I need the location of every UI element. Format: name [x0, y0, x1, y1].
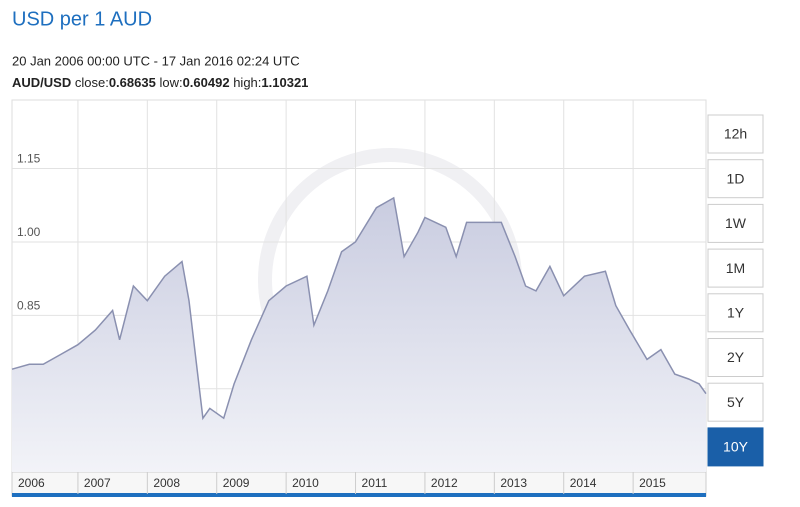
x-tick-label: 2013	[500, 476, 527, 490]
x-tick-label: 2015	[639, 476, 666, 490]
x-tick-label: 2014	[570, 476, 597, 490]
x-axis-bar	[12, 493, 706, 497]
range-button[interactable]: 5Y	[707, 382, 764, 422]
range-button[interactable]: 10Y	[707, 427, 764, 467]
button-bg	[707, 203, 764, 243]
close-label: close:	[75, 75, 109, 90]
x-tick-label: 2011	[362, 476, 388, 490]
x-tick-label: 2008	[153, 476, 180, 490]
button-bg	[707, 427, 764, 467]
range-button[interactable]: 1M	[707, 248, 764, 288]
high-label: high:	[233, 75, 261, 90]
button-bg	[707, 114, 764, 154]
range-button[interactable]: 1D	[707, 159, 764, 199]
x-tick-label: 2012	[431, 476, 458, 490]
low-label: low:	[159, 75, 182, 90]
y-tick-label: 1.15	[17, 152, 41, 166]
area-fill	[12, 197, 706, 472]
subtitle: 20 Jan 2006 00:00 UTC - 17 Jan 2016 02:2…	[12, 53, 300, 68]
pair: AUD/USD	[12, 75, 71, 90]
y-tick-label: 0.85	[17, 299, 41, 313]
button-bg	[707, 293, 764, 333]
button-bg	[707, 248, 764, 288]
x-tick-label: 2007	[84, 476, 111, 490]
stats: AUD/USD close:0.68635 low:0.60492 high:1…	[12, 75, 308, 90]
button-label: 5Y	[727, 394, 745, 410]
x-tick-label: 2009	[223, 476, 250, 490]
button-label: 1D	[727, 170, 745, 186]
range-button[interactable]: 2Y	[707, 338, 764, 377]
button-bg	[707, 382, 764, 422]
button-label: 1Y	[727, 305, 745, 321]
button-bg	[707, 338, 764, 377]
range-button[interactable]: 1Y	[707, 293, 764, 333]
high: 1.10321	[261, 75, 308, 90]
button-label: 10Y	[723, 439, 749, 455]
x-axis-strip	[11, 471, 707, 497]
low: 0.60492	[183, 75, 230, 90]
y-tick-label: 1.00	[17, 225, 41, 239]
chart-title: USD per 1 AUD	[12, 8, 152, 30]
range-button[interactable]: 12h	[707, 114, 764, 154]
close: 0.68635	[109, 75, 156, 90]
button-label: 1M	[726, 260, 745, 276]
button-label: 1W	[725, 215, 747, 231]
x-tick-label: 2010	[292, 476, 319, 490]
button-bg	[707, 159, 764, 199]
button-label: 2Y	[727, 349, 745, 365]
x-tick-label: 2006	[18, 476, 45, 490]
button-label: 12h	[724, 126, 747, 142]
line	[11, 196, 707, 421]
range-button[interactable]: 1W	[707, 203, 764, 243]
